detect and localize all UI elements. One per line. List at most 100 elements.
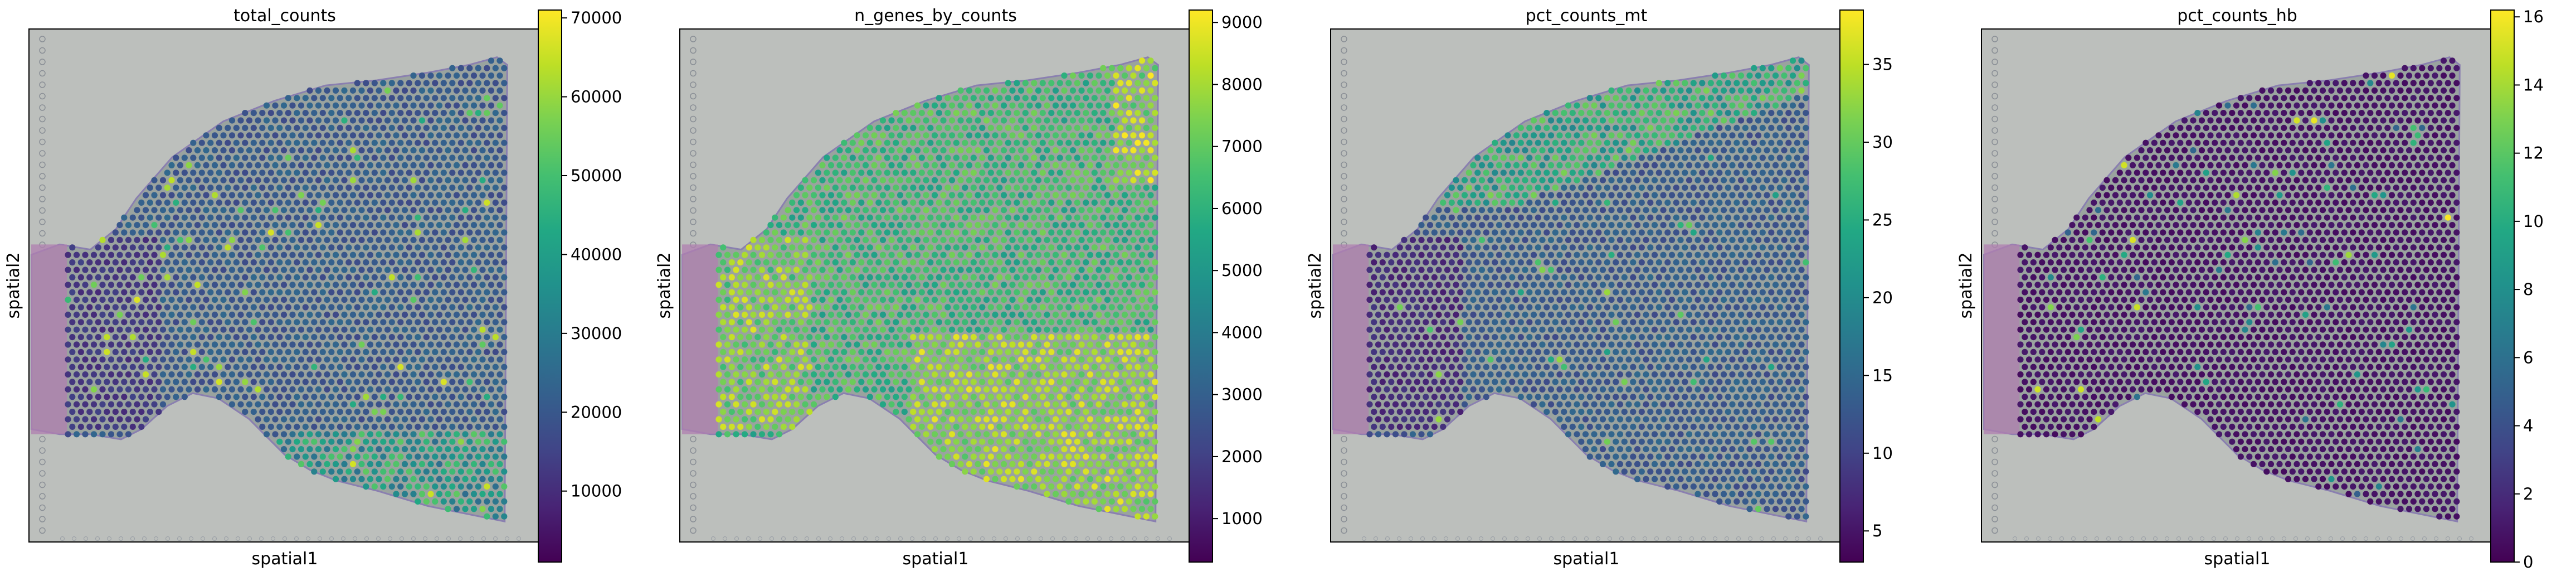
spot xyxy=(953,304,960,311)
spot xyxy=(1056,304,1063,311)
spot xyxy=(341,311,348,318)
spot xyxy=(173,334,179,341)
spot xyxy=(1069,236,1077,243)
spot xyxy=(1682,124,1688,131)
colorbar-tick-label: 30000 xyxy=(571,324,622,343)
spot xyxy=(121,334,128,341)
spot xyxy=(1608,117,1615,124)
spot xyxy=(225,259,231,266)
spot xyxy=(410,326,417,333)
spot xyxy=(371,334,378,341)
spot xyxy=(181,394,188,400)
spot xyxy=(1009,132,1016,139)
spot xyxy=(376,461,382,468)
spot xyxy=(1126,498,1132,505)
spot xyxy=(1022,453,1029,460)
spot xyxy=(475,154,481,161)
spot xyxy=(923,341,929,348)
spot xyxy=(155,274,162,280)
spot xyxy=(488,282,495,288)
spot xyxy=(1121,117,1128,124)
spot xyxy=(1074,498,1080,505)
spot xyxy=(462,87,469,94)
spot xyxy=(970,124,977,131)
spot xyxy=(948,132,956,139)
spot xyxy=(957,222,964,229)
spot xyxy=(987,170,994,176)
spot xyxy=(427,297,434,303)
spot xyxy=(893,394,899,400)
spot xyxy=(862,132,869,139)
spot xyxy=(280,326,288,333)
spot xyxy=(436,102,443,109)
spot xyxy=(267,334,274,341)
spot xyxy=(159,356,167,363)
spot xyxy=(190,259,197,266)
spot xyxy=(1095,72,1102,79)
spot xyxy=(492,409,499,415)
spot xyxy=(1117,409,1124,415)
spot xyxy=(449,110,456,117)
spot xyxy=(884,319,890,326)
spot xyxy=(324,147,330,154)
spot xyxy=(358,416,365,423)
spot xyxy=(962,274,968,280)
spot xyxy=(349,416,357,423)
spot xyxy=(854,386,860,393)
spot xyxy=(931,282,938,288)
colorbar-gradient xyxy=(538,9,562,563)
spot xyxy=(198,170,205,176)
spot xyxy=(987,139,994,146)
spot xyxy=(1565,147,1572,154)
spot xyxy=(996,409,1003,415)
spot xyxy=(289,147,296,154)
spot xyxy=(1061,297,1068,303)
spot xyxy=(384,341,391,348)
spot xyxy=(728,394,735,400)
spot xyxy=(194,356,201,363)
spot xyxy=(129,334,136,341)
spot xyxy=(772,289,778,296)
spot xyxy=(832,244,839,251)
spot xyxy=(134,371,140,378)
spot xyxy=(962,409,968,415)
spot xyxy=(893,154,899,161)
spot xyxy=(82,341,89,348)
spot xyxy=(1035,147,1042,154)
spot xyxy=(203,222,210,229)
spot xyxy=(815,379,821,385)
spot xyxy=(1000,431,1007,438)
spot xyxy=(1772,102,1779,109)
spot xyxy=(449,348,456,356)
spot xyxy=(1017,192,1025,198)
spot xyxy=(302,319,309,326)
spot xyxy=(181,304,188,311)
spot xyxy=(824,379,830,385)
spot xyxy=(427,147,434,154)
spot xyxy=(897,251,904,258)
spot xyxy=(349,132,357,139)
spot xyxy=(841,274,848,280)
spot xyxy=(384,461,391,468)
spot xyxy=(168,162,175,168)
spot xyxy=(289,446,296,453)
spot xyxy=(1061,401,1068,408)
spot xyxy=(824,319,830,326)
spot xyxy=(237,132,244,139)
spot xyxy=(1126,379,1132,385)
spot xyxy=(466,334,473,341)
spot xyxy=(246,326,253,333)
spot xyxy=(267,259,274,266)
spot xyxy=(1083,154,1089,161)
spot xyxy=(328,423,335,430)
spot xyxy=(1005,379,1011,385)
spot xyxy=(1113,282,1119,288)
spot xyxy=(332,386,339,393)
spot xyxy=(758,341,766,348)
spot xyxy=(82,311,89,318)
spot xyxy=(918,110,925,117)
spot xyxy=(324,297,330,303)
spot xyxy=(1599,102,1606,109)
spot xyxy=(1130,297,1137,303)
spot xyxy=(1044,117,1050,124)
